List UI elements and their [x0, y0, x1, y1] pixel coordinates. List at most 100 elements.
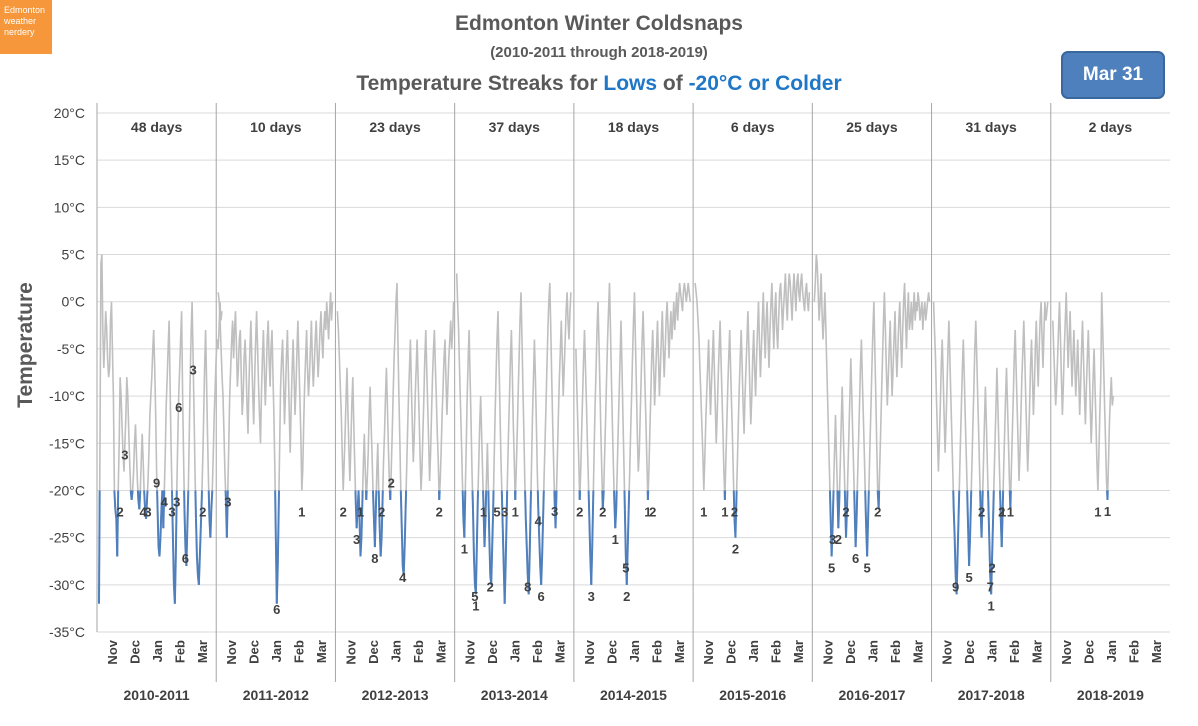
streak-label: 3 — [224, 494, 231, 509]
streak-label: 2 — [388, 476, 395, 491]
cold-streaks — [828, 490, 881, 557]
cold-streaks — [578, 490, 650, 585]
cold-segment — [461, 490, 465, 519]
cold-segment — [483, 518, 487, 548]
y-tick-label: -30°C — [49, 577, 85, 593]
cold-streaks — [354, 490, 441, 576]
cold-segment — [490, 547, 494, 585]
season-days-count: 6 days — [731, 119, 775, 135]
cold-segment — [587, 490, 591, 519]
cold-segment — [1000, 509, 1004, 548]
cold-segment — [867, 490, 870, 519]
cold-segment — [541, 518, 545, 557]
month-label: Mar — [791, 640, 806, 663]
cold-streaks — [1106, 490, 1109, 500]
temperature-line — [1052, 292, 1115, 500]
month-label: Nov — [1059, 639, 1074, 664]
cold-segment — [969, 499, 973, 538]
streak-label: 2 — [731, 504, 738, 519]
cold-segment — [156, 509, 160, 548]
streak-label: 5 — [622, 561, 629, 576]
cold-segment — [837, 499, 841, 529]
logo-line-1: Edmonton — [4, 5, 46, 15]
y-tick-label: 15°C — [54, 152, 85, 168]
cold-segment — [542, 490, 545, 519]
cold-segment — [373, 509, 377, 548]
cold-segment — [828, 490, 832, 519]
cold-segment — [276, 509, 280, 566]
streak-label: 1 — [472, 598, 479, 613]
cold-segment — [207, 490, 211, 519]
cold-segment — [988, 537, 992, 576]
season-label: 2017-2018 — [958, 687, 1025, 703]
month-label: Nov — [940, 639, 955, 664]
cold-segment — [471, 509, 475, 557]
streak-label: 7 — [987, 579, 994, 594]
streak-label: 3 — [168, 504, 175, 519]
streak-label: 4 — [161, 494, 169, 509]
cold-segment — [145, 499, 149, 519]
season-days-count: 2 days — [1089, 119, 1133, 135]
cold-segment — [538, 537, 542, 566]
y-tick-label: -10°C — [49, 388, 85, 404]
month-label: Mar — [672, 640, 687, 663]
cold-segment — [194, 490, 197, 519]
month-label: Jan — [508, 640, 523, 662]
streak-label: 4 — [399, 570, 407, 585]
cold-segment — [588, 518, 592, 557]
cold-segment — [968, 537, 972, 566]
streak-label: 9 — [952, 579, 959, 594]
streak-label: 2 — [599, 504, 606, 519]
month-label: Dec — [843, 640, 858, 664]
cold-segment — [173, 556, 177, 604]
cold-segment — [130, 490, 134, 500]
cold-segment — [210, 490, 214, 510]
month-label: Dec — [604, 640, 619, 664]
cold-segment — [956, 518, 960, 557]
cold-segment — [992, 490, 995, 519]
month-label: Feb — [888, 640, 903, 663]
streak-label: 2 — [874, 504, 881, 519]
cold-segment — [500, 490, 504, 529]
cold-segment — [357, 490, 361, 519]
month-label: Jan — [388, 640, 403, 662]
month-label: Jan — [865, 640, 880, 662]
cold-segment — [503, 565, 507, 604]
cold-segment — [114, 509, 118, 519]
streak-label: 1 — [988, 598, 995, 613]
cold-streaks — [952, 490, 1012, 595]
month-label: Jan — [627, 640, 642, 662]
streak-label: 3 — [189, 362, 196, 377]
y-tick-label: 5°C — [62, 247, 86, 263]
month-label: Jan — [985, 640, 1000, 662]
chart-title: Edmonton Winter Coldsnaps — [455, 12, 743, 35]
temperature-lines — [98, 254, 1115, 604]
cold-segment — [143, 490, 147, 510]
cold-segment — [524, 518, 528, 548]
streak-label: 5 — [828, 561, 835, 576]
month-label: Nov — [820, 639, 835, 664]
season-label: 2015-2016 — [719, 687, 786, 703]
streak-label: 3 — [501, 504, 508, 519]
season-days-count: 23 days — [369, 119, 421, 135]
date-badge: Mar 31 — [1061, 51, 1165, 99]
y-tick-label: 0°C — [62, 294, 86, 310]
streak-label: 3 — [551, 504, 558, 519]
chart-heading: Temperature Streaks for Lows of -20°C or… — [0, 72, 1198, 96]
cold-segment — [399, 490, 403, 529]
season-label: 2010-2011 — [124, 687, 190, 703]
month-label: Mar — [1030, 640, 1045, 663]
cold-segment — [197, 556, 201, 585]
season-days-count: 31 days — [965, 119, 1017, 135]
cold-segment — [379, 537, 383, 557]
cold-segment — [854, 518, 858, 548]
season-label: 2012-2013 — [362, 687, 429, 703]
cold-segment — [528, 509, 532, 557]
cold-segment — [371, 490, 375, 519]
cold-segment — [198, 528, 202, 557]
streak-label: 4 — [535, 513, 543, 528]
streak-label: 2 — [835, 532, 842, 547]
temperature-line — [694, 273, 811, 538]
season-label: 2014-2015 — [600, 687, 667, 703]
